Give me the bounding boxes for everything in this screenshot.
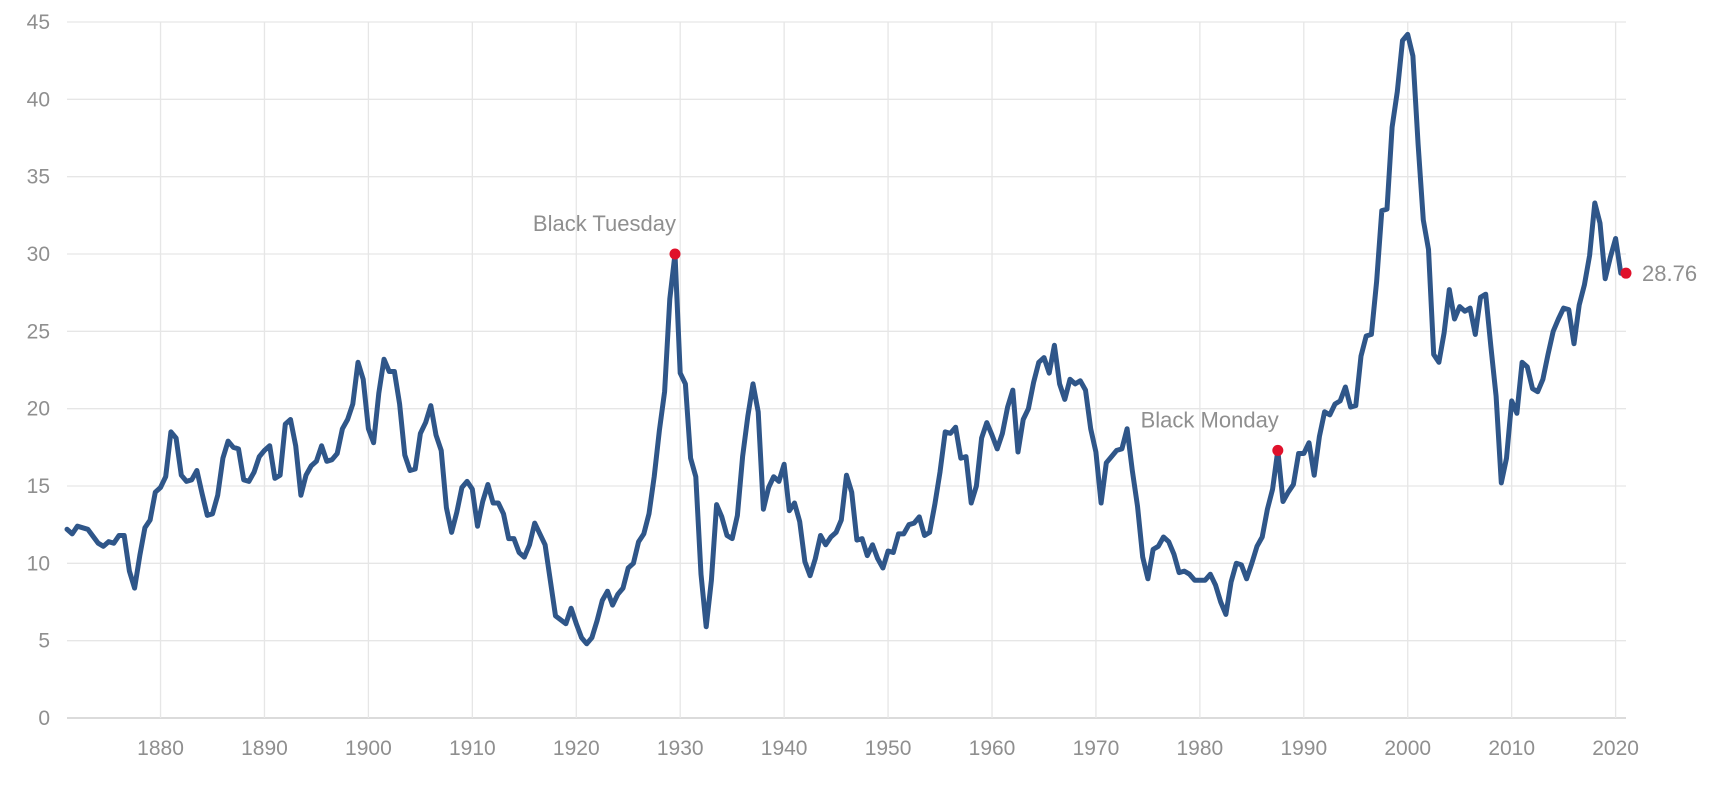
y-tick-label: 35 [27,166,50,189]
y-tick-label: 40 [27,88,50,111]
x-tick-label: 2000 [1384,737,1431,760]
x-tick-label: 1990 [1280,737,1327,760]
x-tick-label: 1910 [449,737,496,760]
y-tick-label: 0 [38,707,50,730]
x-tick-label: 1920 [553,737,600,760]
grid [67,21,1626,719]
x-tick-label: 1940 [761,737,808,760]
x-tick-label: 1890 [241,737,288,760]
x-tick-label: 2010 [1488,737,1535,760]
highlight-label: 28.76 [1642,261,1697,286]
highlight-point [669,248,681,260]
highlight-label: Black Tuesday [533,211,676,236]
x-tick-label: 1930 [657,737,704,760]
axes: 0 5 10 15 20 25 30 35 40 45 1880 1890 1900 1910 1920 19… [27,11,1639,760]
highlight-point [1272,444,1284,456]
x-tick-label: 1980 [1177,737,1224,760]
x-tick-label: 1900 [345,737,392,760]
y-tick-label: 10 [27,552,50,575]
highlight-label: Black Monday [1141,407,1279,432]
y-tick-label: 45 [27,11,50,34]
highlight-point [1620,267,1632,279]
series-line [64,31,1624,647]
y-tick-label: 30 [27,243,50,266]
x-tick-label: 1880 [137,737,184,760]
x-tick-label: 1960 [969,737,1016,760]
x-tick-label: 2020 [1592,737,1639,760]
y-tick-label: 25 [27,320,50,343]
series-layer [64,31,1624,647]
y-tick-label: 5 [38,630,50,653]
y-tick-label: 15 [27,475,50,498]
y-tick-label: 20 [27,398,50,421]
x-tick-label: 1950 [865,737,912,760]
x-tick-label: 1970 [1073,737,1120,760]
highlight-layer: Black Tuesday Black Monday 28.76 [533,211,1697,456]
